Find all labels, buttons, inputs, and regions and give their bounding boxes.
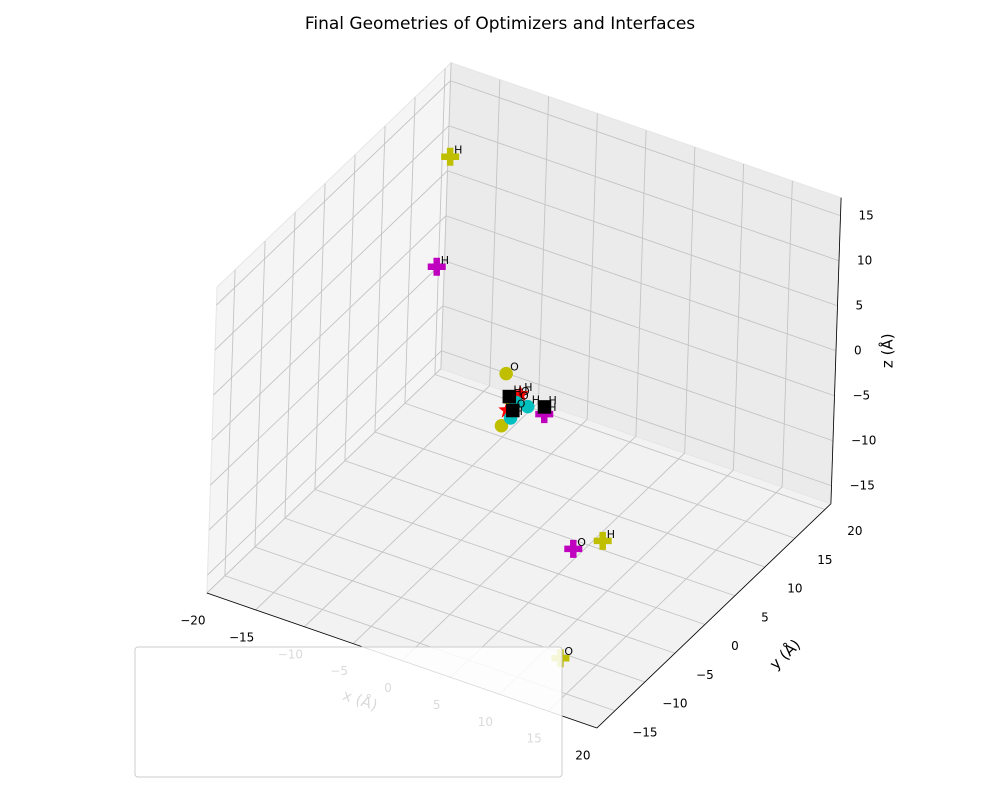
grid-line [210, 260, 445, 486]
grid-line [314, 489, 706, 625]
data-point [537, 400, 552, 414]
point-label: H [548, 401, 556, 414]
tick-label: −5 [853, 388, 871, 402]
grid-line [214, 125, 450, 351]
point-label: O [564, 645, 573, 658]
point-label: O [510, 361, 519, 374]
tick-label: 10 [787, 582, 802, 596]
y-axis-label: y (Å) [765, 635, 804, 673]
grid-line [213, 170, 448, 396]
tick-label: −15 [632, 725, 657, 739]
tick-label: −10 [662, 697, 687, 711]
tick-label: −10 [851, 433, 876, 447]
point-label: H [513, 384, 521, 397]
data-point [520, 399, 535, 414]
point-label: H [454, 144, 462, 157]
data-point [535, 405, 554, 424]
data-point [593, 531, 612, 550]
grid-line [444, 260, 835, 397]
tick-label: 15 [859, 208, 874, 222]
grid-line [404, 402, 796, 539]
point-label: O [517, 398, 526, 411]
tick-label: 15 [817, 553, 832, 567]
point-label: H [607, 528, 615, 541]
tick-label: 5 [761, 610, 769, 624]
data-point [427, 257, 446, 276]
grid-line [254, 546, 646, 683]
point-label: O [577, 536, 586, 549]
point-label: H [532, 394, 540, 407]
tick-label: 20 [575, 749, 590, 763]
chart-title: Final Geometries of Optimizers and Inter… [305, 14, 695, 34]
grid-line [374, 431, 766, 568]
data-point [506, 403, 520, 418]
tick-label: −15 [850, 478, 875, 492]
grid-line [450, 452, 685, 678]
z-axis-label: z (Å) [878, 333, 897, 368]
grid-line [304, 402, 539, 628]
grid-line [447, 170, 838, 307]
point-label: H [513, 386, 521, 399]
data-point [511, 384, 529, 402]
grid-line [442, 305, 834, 442]
grid-line [547, 486, 783, 712]
grid-line [401, 435, 637, 661]
grid-line [445, 215, 837, 352]
axis-line [596, 503, 832, 729]
axis-line [830, 197, 842, 504]
data-point [499, 366, 513, 381]
tick-label: 10 [857, 253, 872, 267]
point-label: O [520, 390, 529, 403]
grid-line [448, 125, 840, 262]
legend-frame [134, 646, 563, 778]
point-label: H [441, 254, 449, 267]
point-label: H [548, 394, 556, 407]
tick-label: −20 [180, 614, 205, 628]
tick-label: 20 [847, 524, 862, 538]
point-label: H [524, 381, 532, 394]
tick-label: −15 [229, 630, 254, 644]
grid-line [450, 80, 841, 217]
grid-line [208, 305, 444, 531]
grid-line [344, 460, 736, 597]
data-point [564, 539, 583, 558]
data-point [441, 147, 460, 166]
grid-line [207, 350, 442, 576]
data-point [502, 389, 517, 404]
grid-line [255, 385, 490, 611]
grid-line [434, 374, 826, 510]
tick-label: 0 [731, 639, 739, 653]
legend [134, 646, 563, 778]
grid-line [211, 215, 447, 441]
tick-label: 5 [856, 298, 864, 312]
grid-line [352, 419, 588, 644]
grid-line [284, 517, 676, 654]
tick-label: 0 [854, 343, 862, 357]
grid-line [206, 368, 442, 594]
tick-label: −5 [696, 668, 714, 682]
grid-line [216, 80, 451, 306]
data-point [494, 418, 509, 433]
